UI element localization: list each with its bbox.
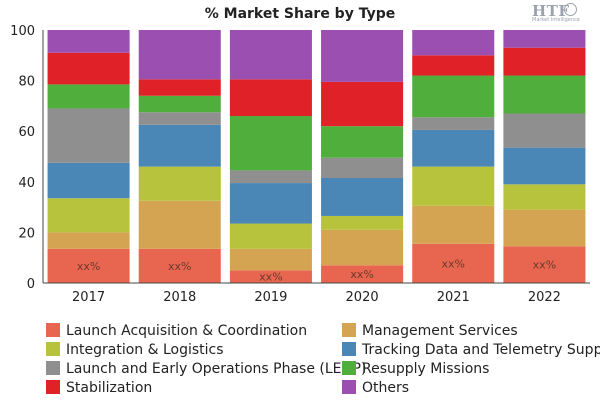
legend-item: Management Services — [342, 322, 518, 340]
legend-label: Integration & Logistics — [66, 342, 224, 358]
bar-segment — [412, 166, 495, 206]
bar-segment — [412, 243, 495, 283]
x-tick-label: 2021 — [437, 290, 470, 305]
legend-swatch — [342, 342, 356, 356]
legend-swatch — [342, 361, 356, 375]
logo-subtitle: Market Intelligence — [532, 17, 580, 23]
bar-segment — [503, 184, 586, 210]
legend-item: Others — [342, 379, 409, 397]
y-tick-label: 100 — [10, 24, 35, 39]
bar-segment — [229, 116, 312, 171]
legend-item: Launch Acquisition & Coordination — [46, 322, 307, 340]
legend-label: Stabilization — [66, 380, 153, 396]
bar-segment — [229, 79, 312, 117]
bar-segment — [503, 113, 586, 148]
y-tick-label: 20 — [18, 226, 35, 241]
brand-logo: HTF Market Intelligence — [530, 2, 596, 24]
legend-swatch — [342, 323, 356, 337]
y-tick-label: 80 — [18, 75, 35, 90]
bar-segment — [47, 84, 130, 109]
bar-data-label: xx% — [168, 260, 191, 273]
bar-segment — [503, 209, 586, 247]
x-tick-label: 2019 — [254, 290, 287, 305]
chart-title: % Market Share by Type — [204, 6, 396, 22]
bar-segment — [138, 124, 221, 167]
bar-segment — [138, 248, 221, 283]
bar-data-label: xx% — [350, 268, 373, 281]
bar-segment — [47, 232, 130, 249]
y-tick-label: 0 — [27, 277, 35, 292]
bar-segment — [412, 55, 495, 76]
legend-swatch — [342, 380, 356, 394]
x-tick-label: 2017 — [72, 290, 105, 305]
bar-segment — [412, 129, 495, 167]
bar-segment — [138, 200, 221, 249]
y-tick-label: 60 — [18, 125, 35, 140]
bar-segment — [138, 79, 221, 96]
legend-label: Launch Acquisition & Coordination — [66, 323, 308, 339]
bar-segment — [412, 75, 495, 118]
bar-data-label: xx% — [442, 257, 465, 270]
legend-label: Resupply Missions — [362, 361, 490, 377]
bar-segment — [138, 166, 221, 201]
x-tick-label: 2022 — [528, 290, 561, 305]
bar-segment — [321, 265, 404, 283]
bar-segment — [229, 270, 312, 283]
legend-swatch — [46, 323, 60, 337]
bar-segment — [229, 223, 312, 249]
legend-item: Stabilization — [46, 379, 152, 397]
bar-segment — [138, 112, 221, 125]
bar-segment — [412, 205, 495, 244]
legend-label: Others — [362, 380, 410, 396]
bar-segment — [138, 30, 221, 80]
bar-segment — [138, 95, 221, 113]
bar-data-label: xx% — [77, 260, 100, 273]
bar-segment — [229, 170, 312, 184]
legend-item: Integration & Logistics — [46, 341, 224, 359]
bar-segment — [503, 246, 586, 283]
x-tick-label: 2020 — [346, 290, 379, 305]
bar-segment — [503, 30, 586, 48]
bar-segment — [229, 183, 312, 224]
bar-data-label: xx% — [533, 259, 556, 272]
bar-segment — [321, 215, 404, 230]
logo-text: HTF — [532, 2, 570, 20]
legend-swatch — [46, 380, 60, 394]
legend-item: Resupply Missions — [342, 360, 489, 378]
bar-segment — [503, 147, 586, 185]
bar-segment — [503, 75, 586, 114]
bar-segment — [47, 52, 130, 85]
bar-segment — [47, 198, 130, 233]
bar-segment — [47, 162, 130, 199]
bar-data-label: xx% — [259, 271, 282, 284]
legend-item: Launch and Early Operations Phase (LEOP) — [46, 360, 366, 378]
bar-segment — [412, 30, 495, 56]
globe-icon — [564, 3, 577, 16]
stacked-bar-chart: 0 20 40 60 80 100 xx% 2017 xx% 2018 xx% 2019 xx% 2020… — [10, 24, 590, 305]
bar-segment — [412, 117, 495, 130]
legend-swatch — [46, 361, 60, 375]
bar-segment — [47, 108, 130, 163]
bar-segment — [229, 30, 312, 80]
bar-segment — [321, 81, 404, 127]
bar-segment — [229, 248, 312, 271]
x-tick-label: 2018 — [163, 290, 196, 305]
legend-swatch — [46, 342, 60, 356]
bar-segment — [47, 248, 130, 283]
legend-label: Tracking Data and Telemetry Support — [362, 342, 600, 358]
legend-label: Management Services — [362, 323, 518, 339]
bar-segment — [321, 30, 404, 82]
bar-segment — [321, 157, 404, 179]
legend-item: Tracking Data and Telemetry Support — [342, 341, 600, 359]
bar-segment — [47, 30, 130, 53]
legend-label: Launch and Early Operations Phase (LEOP) — [66, 361, 367, 377]
bar-segment — [321, 126, 404, 158]
y-tick-label: 40 — [18, 176, 35, 191]
bar-segment — [503, 47, 586, 76]
bar-segment — [321, 229, 404, 266]
bar-segment — [321, 178, 404, 216]
